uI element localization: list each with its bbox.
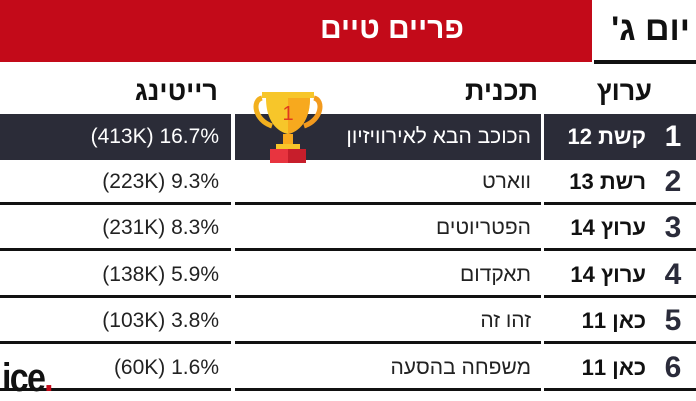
rating-value: (413K) 16.7%: [90, 125, 219, 148]
channel-name: רשת 13: [569, 168, 646, 194]
ice-logo: ice.: [2, 356, 54, 400]
column-header-rating: רייטינג: [134, 76, 218, 106]
program-name: הכוכב הבא לאירוויזיון: [346, 125, 531, 148]
program-name: משפחה בהסעה: [390, 355, 532, 379]
program-name: תאקדום: [460, 262, 531, 286]
rating-cell: (413K) 16.7%: [0, 114, 231, 160]
table-row: 3 ערוץ 14 הפטריוטים (231K) 8.3%: [0, 207, 696, 251]
rank: 6: [664, 350, 682, 384]
rating-cell: (231K) 8.3%: [0, 207, 231, 251]
channel-cell: 3 ערוץ 14: [544, 207, 696, 251]
program-cell: משפחה בהסעה: [235, 347, 541, 391]
program-cell: זהו זה: [235, 300, 541, 344]
rating-cell: (223K) 9.3%: [0, 161, 231, 205]
rating-value: (231K) 8.3%: [102, 215, 219, 239]
program-name: הפטריוטים: [436, 215, 531, 239]
tab-day-label: יום ג': [611, 10, 690, 48]
channel-cell: 1 קשת 12: [544, 114, 696, 160]
trophy-icon: 1: [253, 92, 323, 163]
program-cell: ווארט: [235, 161, 541, 205]
rank: 4: [664, 257, 682, 291]
channel-name: קשת 12: [567, 124, 647, 149]
table-row: 1 קשת 12 הכוכב הבא לאירוויזיון (413K) 16.…: [0, 114, 696, 160]
program-cell: הפטריוטים: [235, 207, 541, 251]
rating-value: (138K) 5.9%: [102, 262, 219, 286]
rating-value: (60K) 1.6%: [113, 355, 219, 379]
rating-value: (223K) 9.3%: [102, 169, 219, 193]
table-row: 4 ערוץ 14 תאקדום (138K) 5.9%: [0, 254, 696, 298]
table-row: 6 כאן 11 משפחה בהסעה (60K) 1.6%: [0, 347, 696, 391]
rating-cell: (138K) 5.9%: [0, 254, 231, 298]
rank: 3: [664, 210, 682, 244]
program-name: זהו זה: [480, 308, 531, 332]
program-name: ווארט: [481, 169, 531, 193]
rank: 2: [664, 164, 682, 198]
channel-cell: 4 ערוץ 14: [544, 254, 696, 298]
channel-name: כאן 11: [581, 307, 646, 333]
channel-cell: 6 כאן 11: [544, 347, 696, 391]
rating-value: (103K) 3.8%: [102, 308, 219, 332]
rating-cell: (103K) 3.8%: [0, 300, 231, 344]
table-row: 5 כאן 11 זהו זה (103K) 3.8%: [0, 300, 696, 344]
channel-name: כאן 11: [581, 354, 646, 380]
channel-cell: 2 רשת 13: [544, 161, 696, 205]
rank: 1: [664, 120, 682, 153]
program-cell: תאקדום: [235, 254, 541, 298]
column-header-program: תכנית: [465, 76, 538, 106]
column-header-channel: ערוץ: [596, 76, 652, 106]
page-title: פריים טיים: [319, 12, 464, 45]
title-bar: פריים טיים: [0, 0, 592, 62]
channel-name: ערוץ 14: [570, 214, 646, 240]
trophy-label: 1: [282, 103, 293, 125]
rank: 5: [664, 303, 682, 337]
channel-name: ערוץ 14: [570, 261, 646, 287]
tab-day[interactable]: יום ג': [594, 0, 696, 64]
rating-cell: (60K) 1.6%: [0, 347, 231, 391]
table-row: 2 רשת 13 ווארט (223K) 9.3%: [0, 161, 696, 205]
channel-cell: 5 כאן 11: [544, 300, 696, 344]
